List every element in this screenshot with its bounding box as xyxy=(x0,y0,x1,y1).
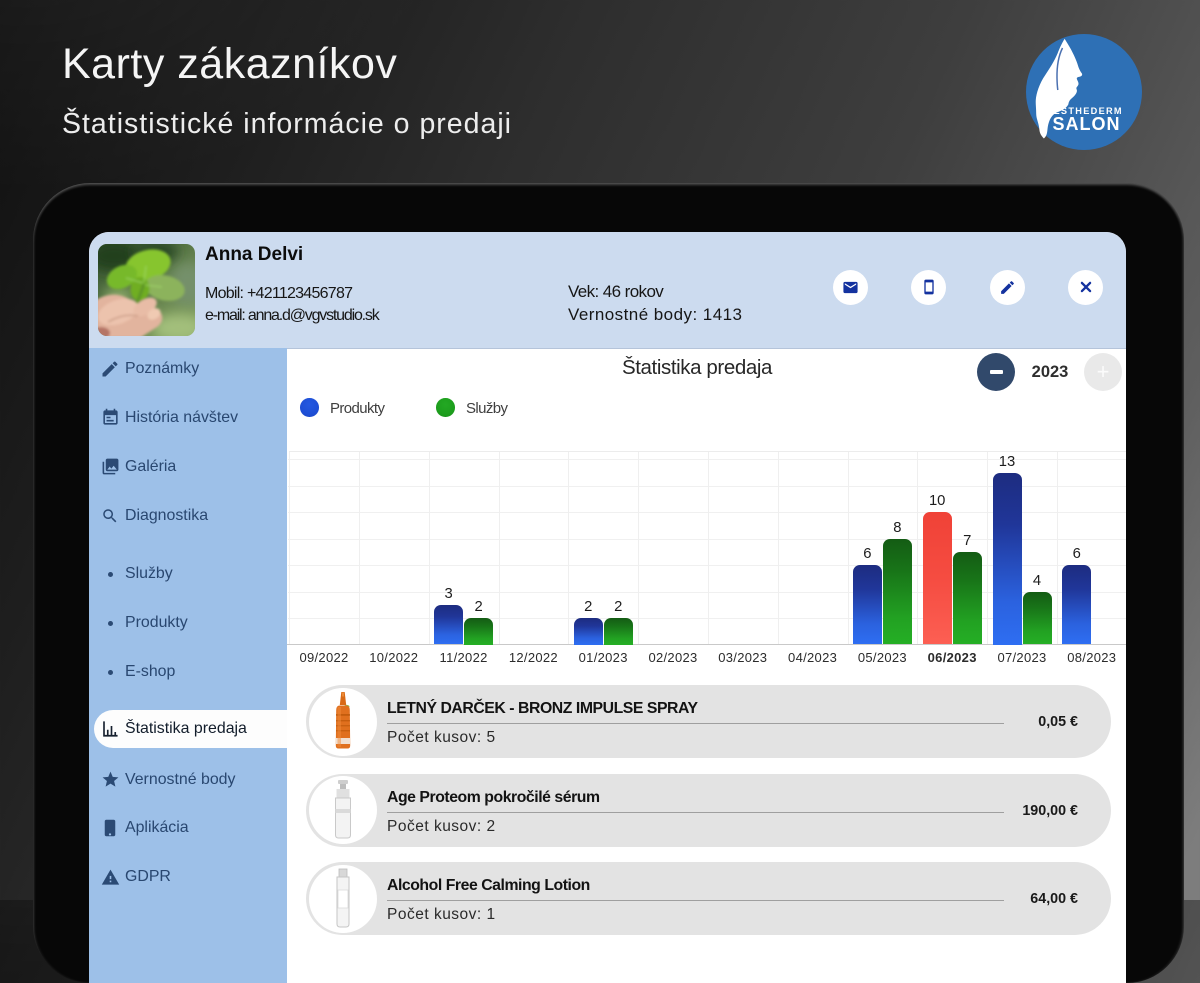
svg-text:ESTHEDERM: ESTHEDERM xyxy=(1054,106,1123,116)
svg-text:SALON: SALON xyxy=(1053,114,1121,134)
